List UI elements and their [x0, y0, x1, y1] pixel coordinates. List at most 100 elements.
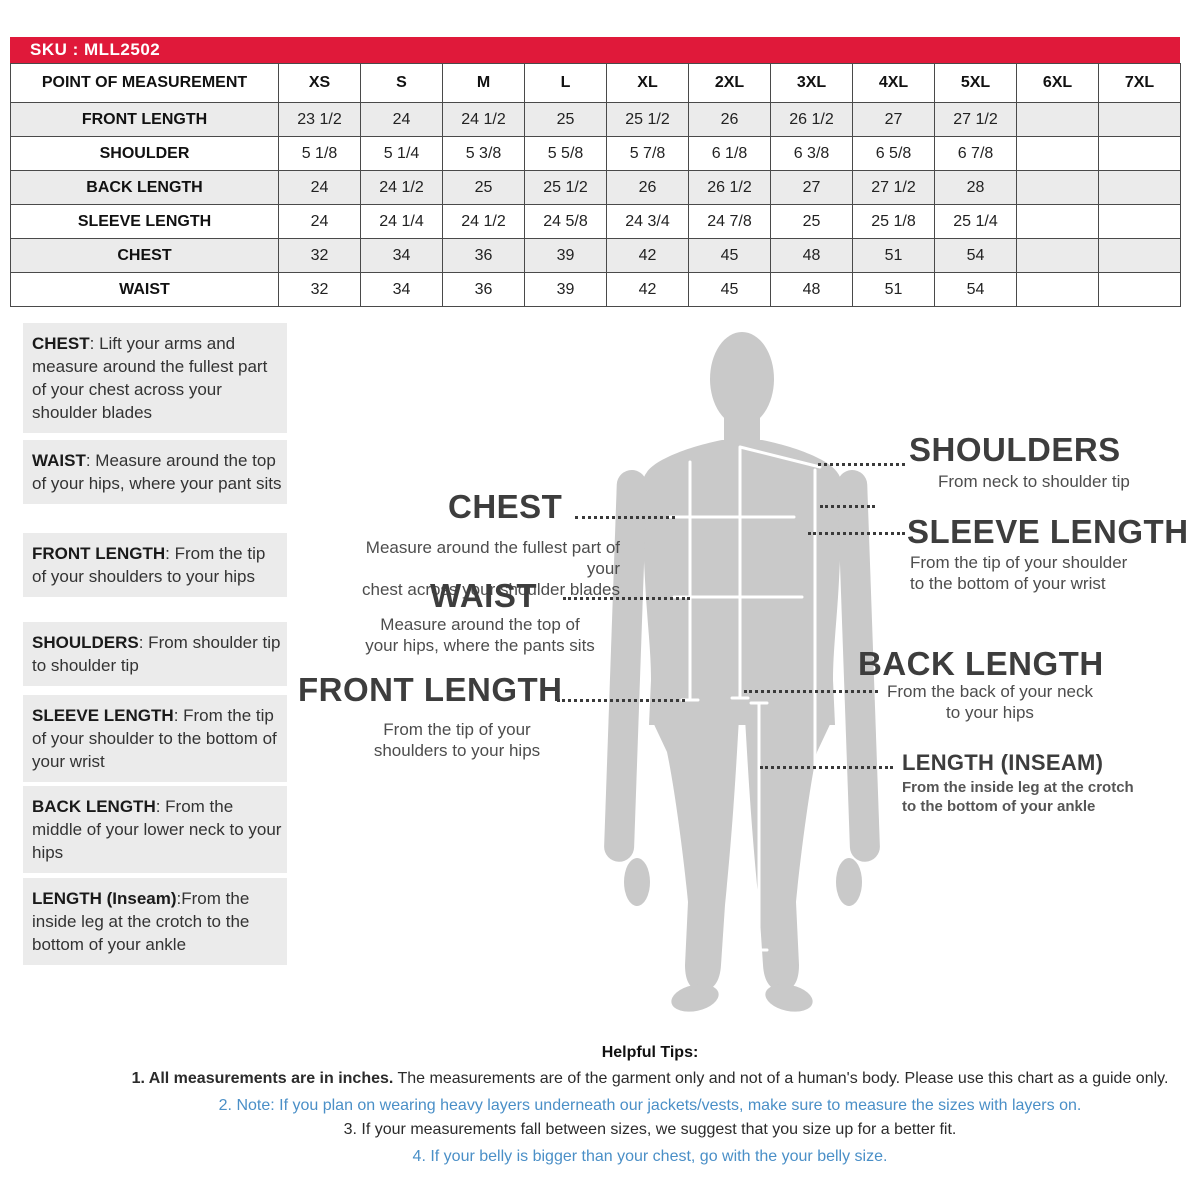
- note-front-length-text: FRONT LENGTH: From the tip of your shoul…: [32, 544, 266, 586]
- table-row-back-length: BACK LENGTH 24 24 1/2 25 25 1/2 26 26 1/2 27 27 …: [10, 170, 1181, 205]
- note-waist: WAIST: Measure around the top of your hi…: [23, 440, 287, 504]
- measurement-cell: 54: [934, 238, 1017, 273]
- shoulder-measure-line: [738, 445, 822, 469]
- column-header-xs: XS: [278, 63, 361, 103]
- note-sleeve-length: SLEEVE LENGTH: From the tip of your shou…: [23, 695, 287, 782]
- size-chart-table: POINT OF MEASUREMENT XS S M L XL 2XL 3XL 4XL 5XL 6…: [10, 63, 1181, 307]
- sleeve-length-diagram-label: SLEEVE LENGTH: [907, 513, 1189, 550]
- measurement-cell: 54: [934, 272, 1017, 307]
- table-row-shoulder: SHOULDER 5 1/8 5 1/4 5 3/8 5 5/8 5 7/8 6 1/8 6 …: [10, 136, 1181, 171]
- note-chest-text: CHEST: Lift your arms and measure around…: [32, 334, 268, 422]
- row-label: FRONT LENGTH: [10, 102, 279, 137]
- front-length-diagram-desc: From the tip of your shoulders to your h…: [373, 720, 541, 760]
- measurement-cell: 39: [524, 238, 607, 273]
- measurement-cell: 28: [934, 170, 1017, 205]
- measurement-cell: 24 3/4: [606, 204, 689, 239]
- row-label: CHEST: [10, 238, 279, 273]
- right-leg-shape: [745, 718, 833, 991]
- torso-shape: [640, 440, 844, 725]
- chest-diagram-label: CHEST: [448, 488, 563, 525]
- measurement-cell: 26: [688, 102, 771, 137]
- measurement-cell: 25: [442, 170, 525, 205]
- inseam-leader-line: [760, 766, 893, 769]
- column-header-m: M: [442, 63, 525, 103]
- row-label: WAIST: [10, 272, 279, 307]
- measurement-cell: 48: [770, 272, 853, 307]
- measurement-cell: 26 1/2: [770, 102, 853, 137]
- shoulders-diagram-desc: From neck to shoulder tip: [938, 472, 1130, 491]
- measurement-cell: 42: [606, 272, 689, 307]
- measurement-cell: [1016, 238, 1099, 273]
- column-header-5xl: 5XL: [934, 63, 1017, 103]
- column-header-4xl: 4XL: [852, 63, 935, 103]
- right-arm-shape: [837, 469, 880, 862]
- note-shoulders: SHOULDERS: From shoulder tip to shoulder…: [23, 622, 287, 686]
- column-header-xl: XL: [606, 63, 689, 103]
- measurement-cell: 25 1/4: [934, 204, 1017, 239]
- chest-diagram-desc: Measure around the fullest part of your …: [362, 538, 620, 599]
- note-length-inseam-text: LENGTH (Inseam):From the inside leg at t…: [32, 889, 250, 954]
- measurement-cell: [1016, 102, 1099, 137]
- measurement-cell: [1016, 272, 1099, 307]
- right-hand-shape: [836, 858, 862, 906]
- note-chest: CHEST: Lift your arms and measure around…: [23, 323, 287, 433]
- measurement-cell: 32: [278, 238, 361, 273]
- measurement-cell: 5 7/8: [606, 136, 689, 171]
- inseam-diagram-desc: From the inside leg at the crotch to the…: [902, 779, 1134, 815]
- head-shape: [710, 332, 774, 426]
- left-arm-shape: [604, 469, 647, 862]
- note-front-length: FRONT LENGTH: From the tip of your shoul…: [23, 533, 287, 597]
- left-leg-shape: [651, 718, 739, 991]
- measurement-cell: 5 5/8: [524, 136, 607, 171]
- measurement-cell: 25: [770, 204, 853, 239]
- sku-header-bar: SKU : MLL2502: [10, 37, 1180, 63]
- tip-1: 1. All measurements are in inches. The m…: [131, 1070, 1169, 1087]
- measurement-cell: 32: [278, 272, 361, 307]
- waist-leader-line: [563, 597, 690, 600]
- measurement-cell: [1016, 170, 1099, 205]
- front-length-leader-line: [557, 699, 685, 702]
- back-length-diagram-desc: From the back of your neck to your hips: [887, 682, 1093, 722]
- table-row-waist: WAIST 32 34 36 39 42 45 48 51 54: [10, 272, 1181, 307]
- measurement-cell: 45: [688, 238, 771, 273]
- tip-3: 3. If your measurements fall between siz…: [343, 1121, 957, 1138]
- measurement-cell: 24: [278, 204, 361, 239]
- measurement-cell: [1098, 204, 1181, 239]
- measurement-cell: 36: [442, 238, 525, 273]
- measurement-cell: [1098, 136, 1181, 171]
- measurement-cell: 6 7/8: [934, 136, 1017, 171]
- measurement-cell: 23 1/2: [278, 102, 361, 137]
- measurement-cell: 45: [688, 272, 771, 307]
- measurement-cell: [1016, 204, 1099, 239]
- measurement-cell: 26: [606, 170, 689, 205]
- measurement-cell: 24 1/4: [360, 204, 443, 239]
- note-back-length-text: BACK LENGTH: From the middle of your low…: [32, 797, 282, 862]
- tips-title: Helpful Tips:: [601, 1044, 699, 1061]
- right-foot-shape: [765, 984, 813, 1012]
- measurement-cell: 24 7/8: [688, 204, 771, 239]
- note-shoulders-text: SHOULDERS: From shoulder tip to shoulder…: [32, 633, 281, 675]
- waist-diagram-desc: Measure around the top of your hips, whe…: [365, 615, 595, 655]
- measurement-cell: 26 1/2: [688, 170, 771, 205]
- column-header-point-of-measurement: POINT OF MEASUREMENT: [10, 63, 279, 103]
- measurement-cell: 25 1/2: [524, 170, 607, 205]
- measurement-cell: 27: [770, 170, 853, 205]
- tip-2: 2. Note: If you plan on wearing heavy la…: [218, 1097, 1082, 1114]
- measurement-cell: 24 1/2: [360, 170, 443, 205]
- tip-4: 4. If your belly is bigger than your che…: [412, 1148, 888, 1165]
- measurement-cell: 39: [524, 272, 607, 307]
- measurement-cell: [1098, 272, 1181, 307]
- back-length-leader-line: [744, 690, 878, 693]
- measurement-cell: 5 1/4: [360, 136, 443, 171]
- row-label: BACK LENGTH: [10, 170, 279, 205]
- note-sleeve-length-text: SLEEVE LENGTH: From the tip of your shou…: [32, 706, 277, 771]
- measurement-cell: 24: [360, 102, 443, 137]
- measurement-cell: 6 5/8: [852, 136, 935, 171]
- measurement-cell: 6 3/8: [770, 136, 853, 171]
- measurement-cell: 48: [770, 238, 853, 273]
- note-waist-text: WAIST: Measure around the top of your hi…: [32, 451, 282, 493]
- shoulders-diagram-label: SHOULDERS: [909, 431, 1121, 468]
- column-header-6xl: 6XL: [1016, 63, 1099, 103]
- front-length-diagram-label: FRONT LENGTH: [298, 671, 563, 708]
